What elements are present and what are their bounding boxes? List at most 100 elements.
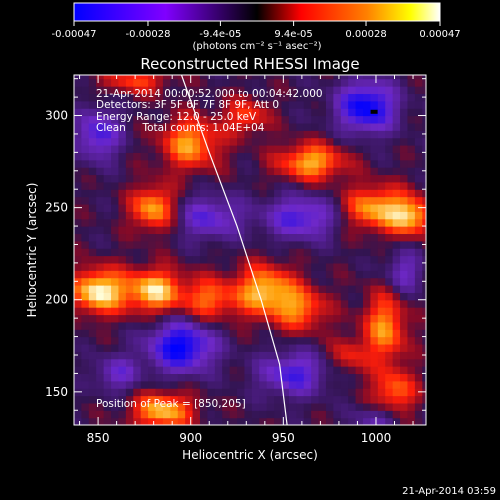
heatmap-cell [377, 167, 386, 176]
heatmap-cell [229, 75, 238, 80]
heatmap-cell [185, 343, 194, 352]
heatmap-cell [155, 329, 164, 338]
heatmap-cell [274, 255, 283, 264]
heatmap-cell [244, 86, 253, 95]
heatmap-cell [377, 380, 386, 389]
heatmap-cell [214, 270, 223, 279]
heatmap-cell [229, 174, 238, 183]
colorbar-units: (photons cm⁻² s⁻¹ asec⁻²) [192, 41, 321, 52]
heatmap-cell [96, 285, 105, 293]
heatmap-cell [363, 417, 372, 425]
heatmap-cell [311, 277, 320, 286]
heatmap-cell [133, 314, 142, 323]
heatmap-cell [340, 248, 349, 257]
heatmap-cell [259, 417, 268, 425]
heatmap-cell [348, 167, 357, 176]
heatmap-cell [259, 226, 268, 235]
heatmap-cell [74, 152, 83, 161]
heatmap-cell [333, 137, 342, 146]
heatmap-cell [74, 75, 83, 80]
heatmap-cell [125, 417, 134, 425]
heatmap-cell [222, 218, 231, 227]
heatmap-cell [318, 410, 327, 419]
heatmap-cell [177, 100, 186, 109]
colorbar-tick-label: -9.4e-05 [199, 29, 241, 40]
heatmap-cell [363, 122, 372, 131]
heatmap-cell [303, 233, 312, 242]
heatmap-cell [311, 108, 320, 117]
heatmap-cell [407, 211, 416, 220]
heatmap-cell [237, 145, 246, 153]
heatmap-cell [96, 211, 105, 220]
heatmap-cell [88, 86, 97, 95]
heatmap-cell [111, 78, 120, 87]
heatmap-cell [237, 248, 246, 257]
heatmap-cell [140, 108, 149, 117]
heatmap-cell [88, 321, 97, 330]
heatmap-cell [281, 373, 290, 382]
heatmap-cell [133, 248, 142, 257]
heatmap-cell [81, 292, 90, 301]
heatmap-cell [185, 388, 194, 397]
heatmap-cell [74, 93, 83, 102]
heatmap-cell [222, 373, 231, 382]
heatmap-cell [333, 122, 342, 131]
heatmap-cell [377, 152, 386, 161]
heatmap-cell [118, 417, 127, 425]
heatmap-cell [274, 203, 283, 212]
heatmap-cell [103, 130, 112, 139]
heatmap-cell [251, 122, 260, 131]
heatmap-cell [81, 351, 90, 360]
heatmap-cell [207, 108, 216, 117]
heatmap-cell [311, 233, 320, 242]
heatmap-cell [199, 336, 208, 345]
heatmap-cell [318, 395, 327, 404]
y-axis-label: Heliocentric Y (arcsec) [25, 183, 39, 318]
heatmap-cell [400, 380, 409, 389]
heatmap-cell [103, 329, 112, 338]
heatmap-cell [88, 410, 97, 419]
heatmap-cell [385, 417, 394, 425]
heatmap-cell [259, 100, 268, 109]
heatmap-cell [414, 351, 423, 360]
heatmap-cell [214, 159, 223, 168]
heatmap-cell [192, 203, 201, 212]
heatmap-cell [133, 402, 142, 411]
heatmap-cell [325, 299, 334, 308]
heatmap-cell [340, 410, 349, 419]
heatmap-cell [237, 174, 246, 183]
heatmap-cell [370, 218, 379, 227]
heatmap-cell [333, 262, 342, 271]
heatmap-cell [355, 307, 364, 316]
heatmap-cell [74, 130, 83, 139]
heatmap-cell [340, 380, 349, 389]
heatmap-cell [370, 417, 379, 425]
heatmap-cell [111, 321, 120, 330]
heatmap-cell [162, 233, 171, 242]
heatmap-cell [148, 75, 157, 80]
heatmap-cell [303, 100, 312, 109]
heatmap-cell [251, 270, 260, 279]
heatmap-cell [111, 292, 120, 301]
heatmap-cell [96, 366, 105, 375]
heatmap-cell [251, 226, 260, 235]
heatmap-cell [74, 402, 83, 411]
heatmap-cell [370, 380, 379, 389]
heatmap-cell [333, 167, 342, 176]
heatmap-cell [148, 211, 157, 220]
heatmap-cell [185, 395, 194, 404]
heatmap-cell [422, 255, 426, 264]
heatmap-cell [199, 86, 208, 95]
heatmap-cell [266, 159, 275, 168]
heatmap-cell [170, 174, 179, 183]
heatmap-cell [251, 152, 260, 161]
heatmap-cell [259, 307, 268, 316]
heatmap-cell [392, 86, 401, 95]
heatmap-cell [363, 329, 372, 338]
heatmap-cell [296, 78, 305, 87]
heatmap-cell [259, 321, 268, 330]
heatmap-cell [422, 262, 426, 271]
heatmap-cell [281, 100, 290, 109]
heatmap-cell [103, 100, 112, 109]
heatmap-cell [296, 159, 305, 168]
